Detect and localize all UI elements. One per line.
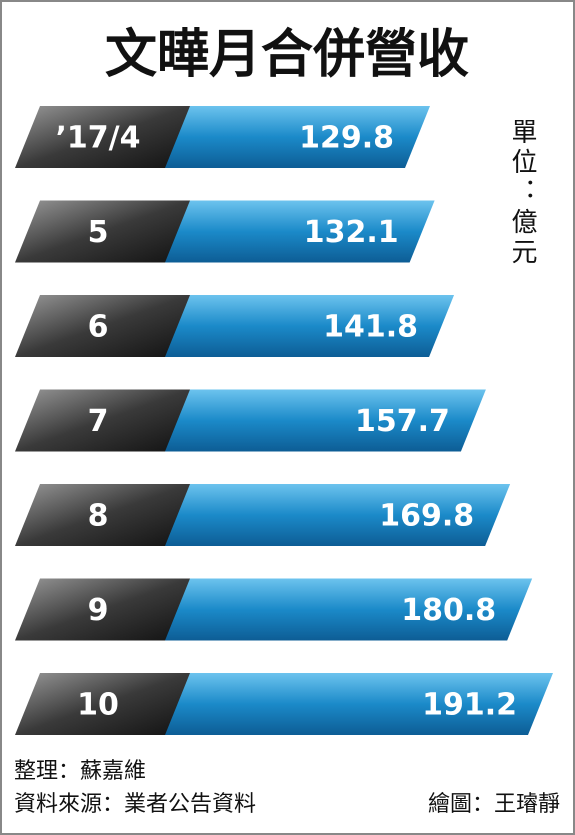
bar [140,484,511,546]
category-label: ’17/4 [56,121,141,156]
value-label: 191.2 [422,688,517,723]
category-label: 5 [88,215,109,250]
category-label: 9 [88,593,109,628]
chart-title: 文曄月合併營收 [105,25,469,85]
value-label: 129.8 [299,121,394,156]
bar [140,106,431,168]
category-box [15,295,190,357]
value-label: 157.7 [355,404,450,439]
category-box [15,106,190,168]
category-label: 8 [88,499,109,534]
category-label: 10 [77,688,119,723]
bar [140,673,553,735]
category-label: 7 [88,404,109,439]
bar [140,295,455,357]
category-label: 6 [88,310,109,345]
bar [140,578,533,641]
value-label: 180.8 [401,593,496,628]
category-box [15,578,190,641]
value-label: 132.1 [304,215,399,250]
note: 整理：蘇嘉維 [14,759,146,784]
category-box [15,484,190,546]
value-label: 141.8 [323,310,418,345]
bar [140,389,486,452]
bar [140,200,435,263]
category-box [15,673,190,735]
note: 繪圖：王璿靜 [428,792,560,817]
category-box [15,200,190,263]
category-box [15,389,190,452]
value-label: 169.8 [379,499,474,534]
unit-label: 單位：億元 [507,118,537,268]
note: 資料來源：業者公告資料 [14,792,256,817]
